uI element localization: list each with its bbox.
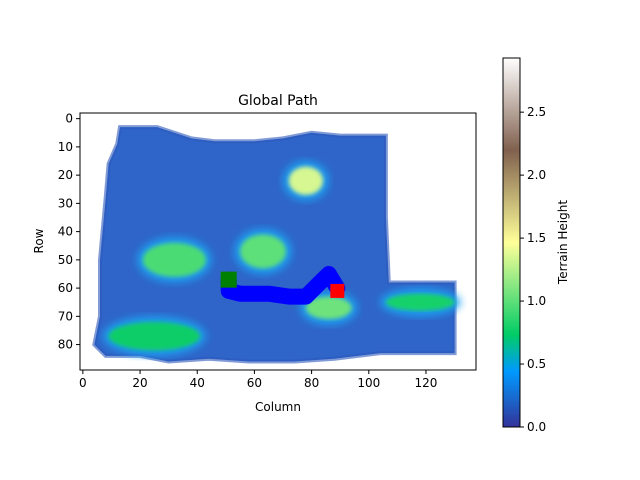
terrain-features bbox=[102, 160, 461, 357]
x-axis: 0 20 40 60 80 100 120 bbox=[79, 370, 437, 390]
x-tick-label: 0 bbox=[79, 376, 87, 390]
terrain-feature bbox=[305, 296, 352, 320]
start-marker bbox=[220, 271, 237, 288]
y-axis-label: Row bbox=[32, 228, 46, 253]
x-tick-label: 80 bbox=[304, 376, 319, 390]
y-tick-label: 80 bbox=[58, 338, 73, 352]
colorbar-label: Terrain Height bbox=[556, 200, 570, 285]
axes-frame bbox=[79, 112, 477, 371]
terrain-feature bbox=[288, 166, 324, 195]
colorbar: 0.0 0.5 1.0 1.5 2.0 2.5 Terrain Height bbox=[502, 57, 570, 434]
y-tick-label: 20 bbox=[58, 168, 73, 182]
colorbar-tick-label: 1.5 bbox=[527, 231, 546, 245]
x-tick-label: 120 bbox=[415, 376, 438, 390]
colorbar-tick-label: 2.5 bbox=[527, 105, 546, 119]
x-tick-label: 20 bbox=[132, 376, 147, 390]
global-path-layer bbox=[220, 266, 346, 305]
y-tick-label: 10 bbox=[58, 140, 73, 154]
x-tick-label: 60 bbox=[247, 376, 262, 390]
y-tick-label: 70 bbox=[58, 309, 73, 323]
terrain-feature bbox=[142, 242, 206, 277]
colorbar-tick-label: 1.0 bbox=[527, 294, 546, 308]
terrain-heatmap bbox=[92, 125, 461, 364]
terrain-feature bbox=[108, 321, 201, 351]
colorbar-tick-label: 0.5 bbox=[527, 357, 546, 371]
chart-title: Global Path bbox=[238, 93, 318, 109]
x-tick-label: 40 bbox=[190, 376, 205, 390]
colorbar-ticks: 0.0 0.5 1.0 1.5 2.0 2.5 bbox=[520, 105, 546, 434]
y-tick-label: 40 bbox=[58, 225, 73, 239]
terrain-feature bbox=[385, 293, 455, 311]
terrain-feature bbox=[240, 234, 286, 269]
colorbar-tick-label: 0.0 bbox=[527, 420, 546, 434]
x-tick-label: 100 bbox=[357, 376, 380, 390]
y-tick-label: 50 bbox=[58, 253, 73, 267]
y-tick-label: 0 bbox=[65, 112, 73, 126]
y-axis: 0 10 20 30 40 50 60 70 80 bbox=[58, 112, 80, 352]
global-path bbox=[220, 266, 346, 305]
y-tick-label: 60 bbox=[58, 281, 73, 295]
y-tick-label: 30 bbox=[58, 196, 73, 210]
terrain-edge bbox=[92, 125, 457, 364]
colorbar-gradient bbox=[502, 57, 521, 428]
colorbar-tick-label: 2.0 bbox=[527, 168, 546, 182]
goal-marker bbox=[330, 283, 345, 298]
x-axis-label: Column bbox=[255, 400, 301, 414]
